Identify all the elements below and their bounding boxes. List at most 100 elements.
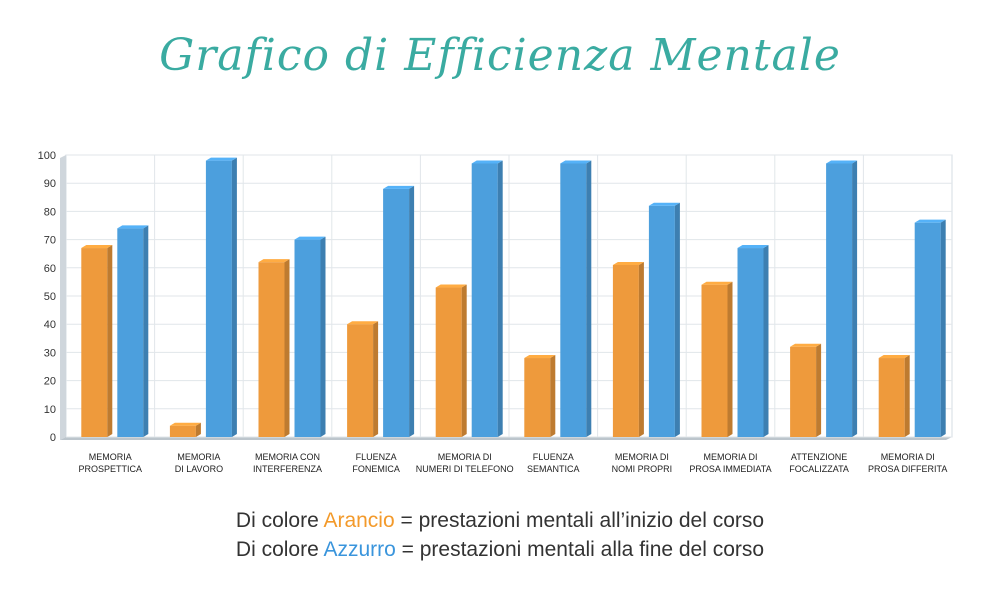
bar-top — [524, 355, 556, 359]
legend-color-word-blue: Azzurro — [323, 538, 396, 561]
x-category-label-line: ATTENZIONE — [791, 452, 847, 462]
bar-front — [560, 163, 587, 437]
legend-color-word-orange: Arancio — [323, 509, 395, 532]
bar-side — [461, 284, 467, 437]
bar-side — [373, 321, 379, 437]
y-tick-label: 0 — [50, 432, 56, 444]
chart-title: Grafico di Efficienza Mentale — [159, 30, 841, 81]
plot-side-wall — [60, 155, 66, 440]
bar-top — [383, 185, 415, 189]
x-category-label-line: MEMORIA DI — [703, 452, 757, 462]
x-category-label-line: SEMANTICA — [527, 464, 580, 474]
bar-blue — [205, 157, 237, 437]
bar-top — [612, 261, 644, 265]
bar-top — [81, 245, 113, 249]
bar-orange — [81, 245, 113, 437]
y-tick-label: 90 — [44, 178, 56, 190]
bar-side — [904, 355, 910, 437]
bar-front — [471, 163, 498, 437]
bar-side — [852, 160, 858, 437]
bar-side — [816, 343, 822, 437]
legend-suffix: = prestazioni mentali alla fine del cors… — [395, 538, 765, 561]
bar-top — [294, 236, 326, 240]
legend-line-orange: Di colore Arancio = prestazioni mentali … — [0, 509, 1000, 533]
x-category-label-line: FLUENZA — [533, 452, 574, 462]
x-category-label-line: FOCALIZZATA — [789, 464, 849, 474]
bar-orange — [435, 284, 467, 437]
x-category-label-line: MEMORIA CON — [255, 452, 320, 462]
y-tick-label: 50 — [44, 291, 56, 303]
bar-side — [231, 157, 237, 437]
bar-orange — [612, 261, 644, 437]
y-tick-label: 30 — [44, 347, 56, 359]
bar-front — [914, 222, 941, 437]
x-category-label: FLUENZA FONEMICA — [352, 452, 400, 474]
x-category-label: MEMORIA DI NUMERI DI TELEFONO — [416, 452, 514, 474]
x-category-label: MEMORIA DI PROSA IMMEDIATA — [689, 452, 771, 474]
bar-top — [117, 225, 149, 229]
bar-top — [914, 219, 946, 223]
x-category-label-line: INTERFERENZA — [253, 464, 322, 474]
x-category-label-line: MEMORIA DI — [438, 452, 492, 462]
y-tick-label: 20 — [44, 376, 56, 388]
x-category-label: MEMORIA DI PROSA DIFFERITA — [868, 452, 947, 474]
bar-top — [701, 281, 733, 285]
bar-front — [258, 262, 285, 437]
x-category-label-line: PROSA DIFFERITA — [868, 464, 947, 474]
bar-front — [826, 163, 853, 437]
bar-blue — [826, 160, 858, 437]
bar-orange — [878, 355, 910, 437]
bar-side — [320, 236, 326, 437]
bar-front — [790, 346, 817, 437]
bar-orange — [524, 355, 556, 437]
bar-side — [497, 160, 503, 437]
bar-side — [763, 245, 769, 437]
bar-side — [586, 160, 592, 437]
x-category-label-line: FONEMICA — [352, 464, 400, 474]
x-category-label: ATTENZIONE FOCALIZZATA — [789, 452, 849, 474]
x-category-label-line: NUMERI DI TELEFONO — [416, 464, 514, 474]
bar-side — [638, 261, 644, 437]
x-category-label-line: MEMORIA DI — [615, 452, 669, 462]
x-category-label-line: PROSA IMMEDIATA — [689, 464, 771, 474]
bar-orange — [347, 321, 379, 437]
x-category-label-line: PROSPETTICA — [79, 464, 143, 474]
bar-blue — [737, 245, 769, 437]
bar-side — [940, 219, 946, 437]
x-category-label-line: FLUENZA — [356, 452, 397, 462]
y-tick-label: 100 — [38, 150, 56, 162]
bar-blue — [560, 160, 592, 437]
y-tick-label: 40 — [44, 319, 56, 331]
bar-side — [409, 185, 415, 437]
bar-top — [790, 343, 822, 347]
plot-floor — [60, 437, 952, 440]
bar-front — [701, 284, 728, 437]
bar-front — [648, 205, 675, 437]
x-category-label-line: DI LAVORO — [175, 464, 223, 474]
bar-blue — [117, 225, 149, 437]
bar-top — [471, 160, 503, 164]
bar-front — [435, 287, 462, 437]
x-category-label: MEMORIA CON INTERFERENZA — [253, 452, 322, 474]
legend-line-blue: Di colore Azzurro = prestazioni mentali … — [0, 538, 1000, 562]
bar-side — [195, 422, 201, 437]
x-category-label-line: MEMORIA — [89, 452, 132, 462]
y-tick-label: 70 — [44, 235, 56, 247]
bar-top — [347, 321, 379, 325]
bar-front — [612, 264, 639, 437]
bars — [81, 157, 946, 437]
bar-top — [205, 157, 237, 161]
bar-side — [674, 202, 680, 437]
x-category-label: MEMORIA PROSPETTICA — [79, 452, 143, 474]
bar-blue — [648, 202, 680, 437]
bar-top — [826, 160, 858, 164]
bar-front — [117, 228, 144, 437]
bar-blue — [383, 185, 415, 437]
bar-top — [737, 245, 769, 249]
bar-top — [435, 284, 467, 288]
bar-front — [169, 425, 196, 437]
legend-prefix: Di colore — [235, 538, 324, 561]
bar-top — [560, 160, 592, 164]
